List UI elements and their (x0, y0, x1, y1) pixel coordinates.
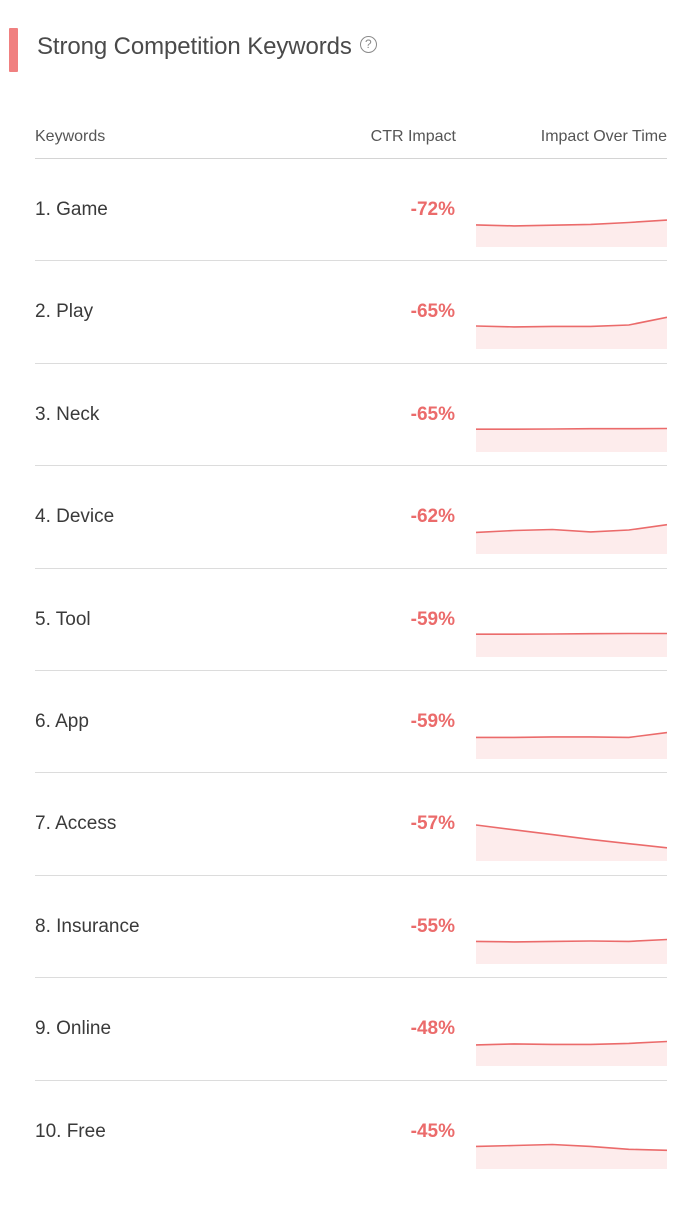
keyword-label: 3. Neck (35, 403, 100, 425)
table-row[interactable]: 7. Access -57% (35, 773, 667, 876)
impact-sparkline (476, 524, 667, 555)
sparkline-line (476, 824, 667, 849)
keyword-label: 4. Device (35, 506, 115, 528)
table-row[interactable]: 8. Insurance -55% (35, 876, 667, 979)
ctr-impact-value: -55% (410, 915, 455, 937)
impact-sparkline (476, 824, 667, 862)
sparkline-line (476, 632, 667, 635)
impact-sparkline (476, 731, 667, 759)
table-row[interactable]: 3. Neck -65% (35, 364, 667, 467)
sparkline-area (476, 428, 667, 452)
table-row[interactable]: 2. Play -65% (35, 261, 667, 364)
table-row[interactable]: 10. Free -45% (35, 1081, 667, 1183)
card-title-wrap: Strong Competition Keywords ? (37, 33, 377, 61)
sparkline-line (476, 938, 667, 943)
ctr-impact-value: -59% (410, 608, 455, 630)
ctr-impact-value: -65% (410, 301, 455, 323)
table-row[interactable]: 9. Online -48% (35, 978, 667, 1081)
impact-sparkline (476, 1040, 667, 1067)
sparkline-area (476, 1144, 667, 1169)
ctr-impact-value: -57% (410, 813, 455, 835)
sparkline-line (476, 427, 667, 430)
impact-sparkline (476, 1143, 667, 1169)
impact-sparkline (476, 427, 667, 452)
sparkline-line (476, 1143, 667, 1151)
ctr-impact-value: -48% (410, 1018, 455, 1040)
sparkline-area (476, 317, 667, 350)
impact-sparkline (476, 316, 667, 350)
card-title: Strong Competition Keywords (37, 33, 352, 60)
sparkline-line (476, 219, 667, 227)
ctr-impact-value: -65% (410, 403, 455, 425)
sparkline-area (476, 732, 667, 759)
column-header-keywords: Keywords (35, 128, 106, 145)
sparkline-area (476, 220, 667, 247)
table-row[interactable]: 5. Tool -59% (35, 569, 667, 671)
keyword-label: 10. Free (35, 1120, 106, 1142)
keyword-label: 6. App (35, 710, 89, 732)
keyword-label: 2. Play (35, 301, 94, 323)
impact-sparkline (476, 938, 667, 964)
keyword-label: 7. Access (35, 813, 117, 835)
impact-sparkline (476, 219, 667, 247)
accent-bar (9, 28, 18, 72)
column-header-ctr-impact: CTR Impact (370, 128, 456, 145)
keyword-label: 1. Game (35, 199, 108, 220)
sparkline-line (476, 1040, 667, 1046)
table-row[interactable]: 4. Device -62% (35, 466, 667, 569)
table-row[interactable]: 6. App -59% (35, 671, 667, 774)
keyword-table: 1. Game -72% 2. Play -65% 3. Neck -65% 4. Devi… (35, 159, 667, 1183)
sparkline-area (476, 1041, 667, 1067)
keyword-label: 5. Tool (35, 608, 91, 630)
ctr-impact-value: -59% (410, 710, 455, 732)
ctr-impact-value: -62% (410, 506, 455, 528)
sparkline-line (476, 731, 667, 739)
sparkline-area (476, 633, 667, 657)
sparkline-line (476, 524, 667, 534)
sparkline-line (476, 316, 667, 329)
ctr-impact-value: -45% (410, 1120, 455, 1142)
help-icon[interactable]: ? (359, 35, 377, 53)
keyword-label: 8. Insurance (35, 915, 140, 937)
table-row[interactable]: 1. Game -72% (35, 159, 667, 262)
column-header-impact-over-time: Impact Over Time (540, 128, 667, 145)
sparkline-area (476, 524, 667, 555)
sparkline-area (476, 939, 667, 964)
table-header: Keywords CTR Impact Impact Over Time (35, 126, 667, 159)
ctr-impact-value: -72% (410, 199, 455, 220)
impact-sparkline (476, 632, 667, 657)
sparkline-area (476, 825, 667, 862)
keyword-label: 9. Online (35, 1018, 112, 1040)
